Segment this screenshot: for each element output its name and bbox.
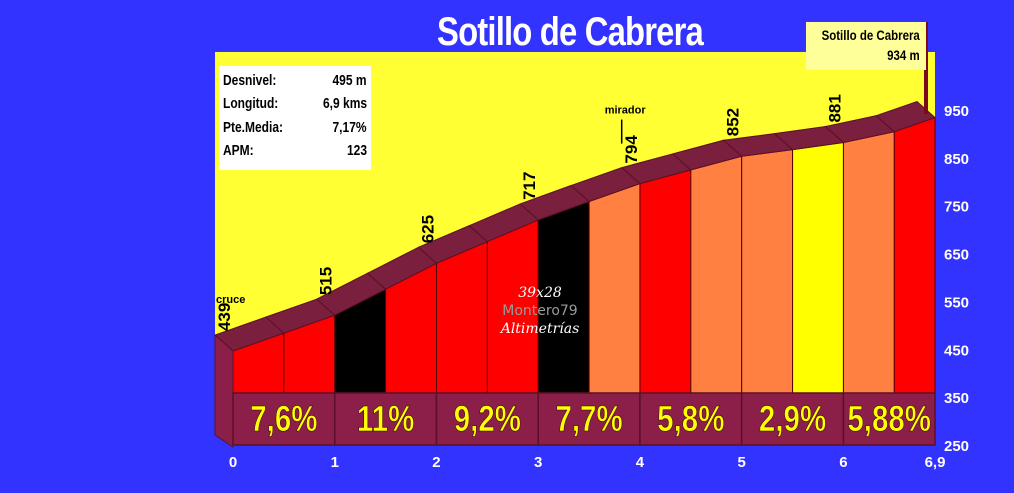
profile-left-face (214, 333, 234, 448)
x-tick-label: 0 (229, 454, 237, 471)
profile-segment (588, 182, 641, 394)
km-altitude-label: 794 (622, 135, 641, 164)
stat-row-pte-media: Pte.Media: 7,17% (223, 119, 367, 141)
y-tick-label: 850 (944, 151, 969, 168)
summit-label-box: Sotillo de Cabrera 934 m (806, 22, 926, 70)
profile-segment (639, 169, 692, 394)
stat-label: Longitud: (223, 95, 279, 112)
gradient-label: 11% (357, 398, 414, 438)
km-altitude-label: 439 (215, 303, 234, 331)
profile-segment (792, 141, 844, 394)
y-tick-label: 250 (944, 438, 969, 455)
profile-segment (893, 116, 936, 394)
y-tick-label: 450 (944, 342, 969, 359)
profile-segment (842, 131, 895, 394)
gradient-label: 5,8% (657, 398, 724, 438)
summit-altitude: 934 m (887, 47, 920, 63)
gradient-label: 5,88% (847, 398, 931, 438)
stat-value: 123 (346, 142, 367, 159)
chart-title: Sotillo de Cabrera (437, 10, 704, 54)
stat-row-apm: APM: 123 (223, 142, 367, 164)
gradient-label: 9,2% (454, 398, 521, 438)
gradient-label: 7,6% (250, 398, 317, 438)
profile-segment (435, 240, 488, 394)
stats-panel: Desnivel: 495 m Longitud: 6,9 kms Pte.Me… (219, 66, 371, 170)
gradient-cell (639, 392, 743, 446)
profile-segment (690, 155, 743, 394)
x-tick-label: 2 (432, 454, 440, 471)
stat-label: Desnivel: (223, 72, 277, 89)
x-tick-label: 1 (331, 454, 339, 471)
x-tick-label: 6 (839, 454, 847, 471)
watermark-line-2: Montero79 (502, 303, 578, 319)
x-tick-label: 6,9 (925, 454, 946, 471)
annotation-label: mirador (605, 105, 647, 117)
profile-segment (741, 149, 794, 394)
y-tick-label: 950 (944, 103, 969, 120)
annotation-label: cruce (216, 294, 245, 306)
watermark-line-3: Altimetrías (500, 321, 580, 337)
gradient-label: 2,9% (759, 398, 826, 438)
km-altitude-label: 852 (724, 108, 743, 136)
profile-ribbon (875, 100, 936, 133)
y-tick-label: 650 (944, 247, 969, 264)
summit-pole (924, 22, 928, 114)
stat-value: 495 m (332, 72, 367, 89)
km-altitude-label: 625 (418, 215, 437, 243)
x-tick-label: 4 (636, 454, 645, 471)
stat-value: 7,17% (332, 119, 367, 136)
stat-row-longitud: Longitud: 6,9 kms (223, 95, 367, 117)
km-altitude-label: 717 (520, 172, 539, 200)
gradient-cell (232, 392, 336, 446)
gradient-cell (435, 392, 539, 446)
x-tick-label: 5 (738, 454, 746, 471)
km-altitude-label: 881 (825, 94, 844, 122)
gradient-label: 7,7% (555, 398, 622, 438)
stat-value: 6,9 kms (322, 95, 367, 112)
watermark-line-1: 39x28 (518, 285, 562, 301)
stat-label: Pte.Media: (223, 119, 284, 136)
summit-name: Sotillo de Cabrera (821, 27, 920, 43)
km-altitude-label: 515 (317, 267, 336, 295)
watermark: 39x28 Montero79 Altimetrías (490, 284, 590, 338)
y-tick-label: 550 (944, 294, 969, 311)
x-tick-label: 3 (534, 454, 542, 471)
stat-row-desnivel: Desnivel: 495 m (223, 72, 367, 94)
y-tick-label: 750 (944, 199, 969, 216)
y-tick-label: 350 (944, 390, 969, 407)
gradient-cell (842, 392, 936, 446)
stat-label: APM: (223, 142, 254, 159)
gradient-cell (740, 392, 845, 446)
